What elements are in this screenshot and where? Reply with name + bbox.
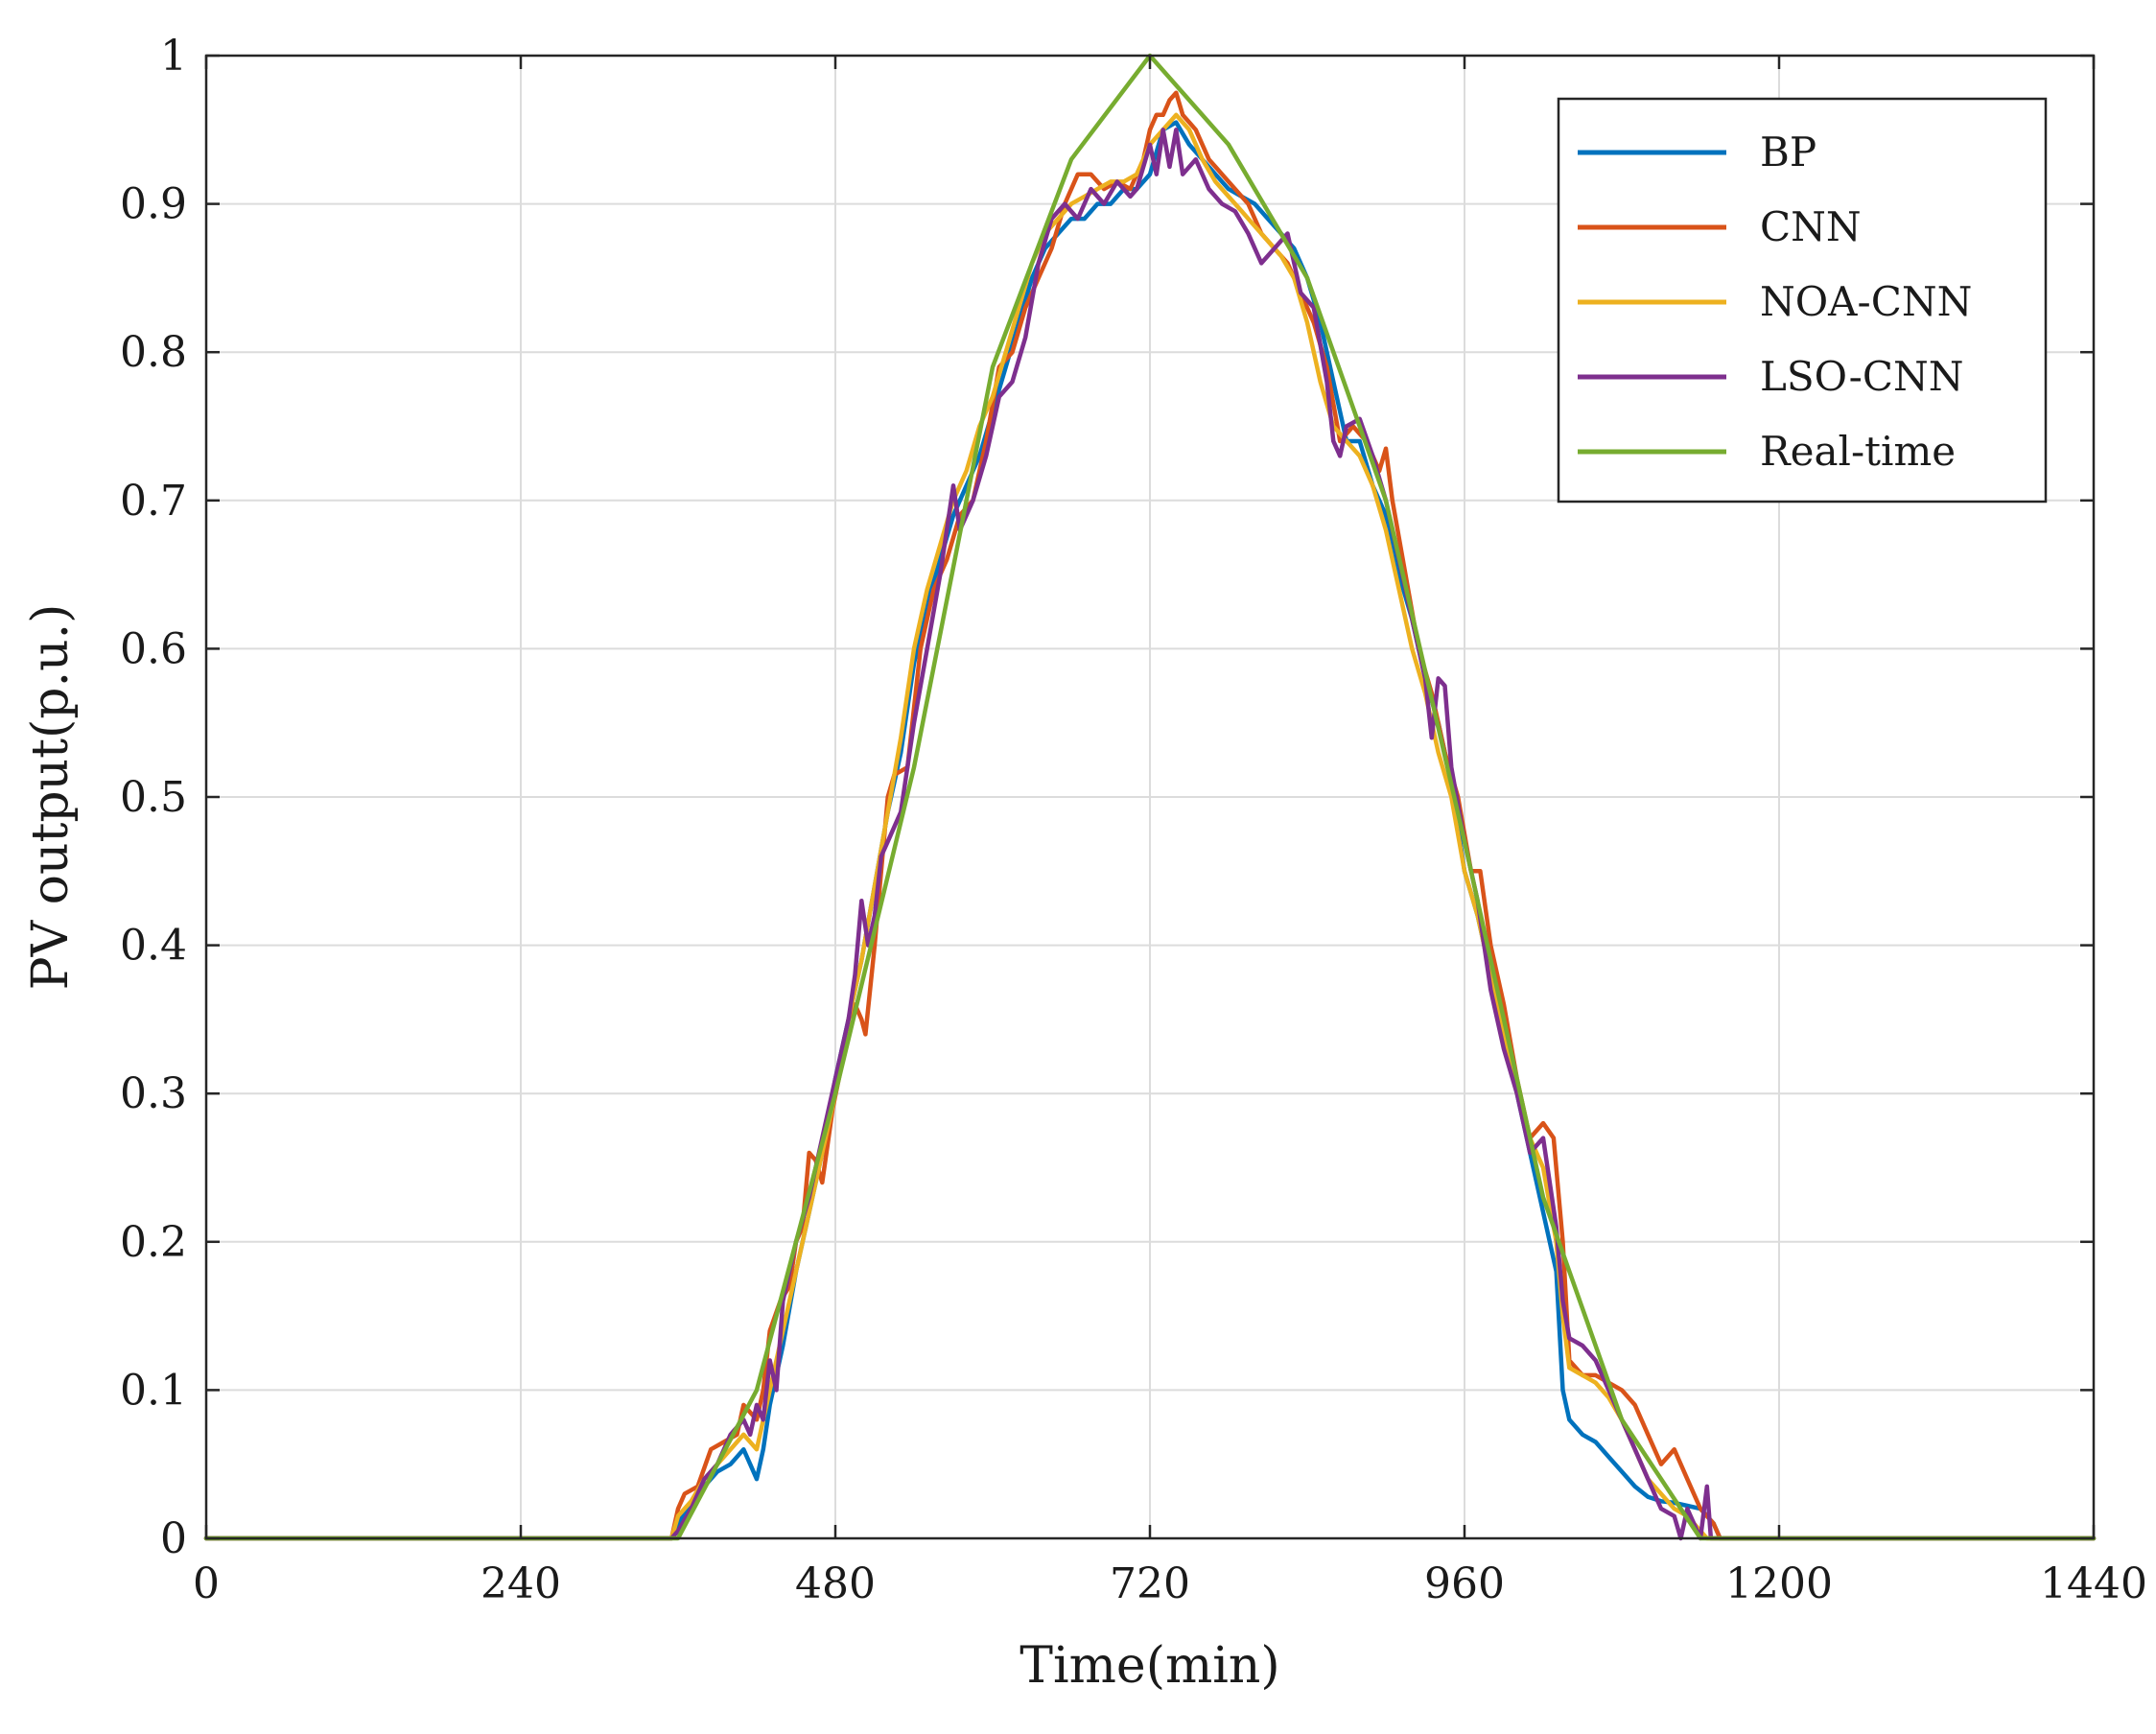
series-line-real-time <box>203 53 2097 1541</box>
legend-label-lso-cnn: LSO-CNN <box>1760 353 1963 400</box>
y-tick-label: 0.6 <box>120 624 187 673</box>
y-tick-label: 0.1 <box>120 1366 187 1415</box>
legend-label-noa-cnn: NOA-CNN <box>1760 278 1972 325</box>
y-axis-title: PV output(p.u.) <box>22 604 80 991</box>
y-tick-label: 1 <box>160 32 187 81</box>
y-tick-labels: 0 0.1 0.2 0.3 0.4 0.5 0.6 0.7 0.8 0.9 1 <box>120 32 187 1563</box>
x-tick-label: 240 <box>480 1559 561 1608</box>
y-tick-label: 0.4 <box>120 922 187 971</box>
x-tick-label: 480 <box>795 1559 876 1608</box>
legend-label-bp: BP <box>1760 129 1816 176</box>
x-axis-title: Time(min) <box>1019 1637 1279 1695</box>
legend-label-real-time: Real-time <box>1760 428 1956 475</box>
series-line-cnn <box>203 90 2097 1541</box>
x-tick-label: 960 <box>1424 1559 1505 1608</box>
legend-items: BP CNN NOA-CNN LSO-CNN Real-time <box>1578 129 1972 475</box>
series-line-lso-cnn <box>203 128 2097 1541</box>
legend-label-cnn: CNN <box>1760 203 1862 250</box>
y-tick-label: 0.5 <box>120 773 187 822</box>
x-tick-label: 0 <box>193 1559 220 1608</box>
y-tick-label: 0 <box>160 1514 187 1563</box>
legend: BP CNN NOA-CNN LSO-CNN Real-time <box>1557 97 2048 504</box>
y-tick-label: 0.3 <box>120 1069 187 1118</box>
x-tick-labels: 0 240 480 720 960 1200 1440 <box>193 1559 2147 1608</box>
y-tick-label: 0.7 <box>120 477 187 526</box>
series-layer <box>203 53 2097 1541</box>
ticks <box>204 54 2096 1540</box>
x-tick-label: 1440 <box>2040 1559 2147 1608</box>
y-tick-label: 0.8 <box>120 328 187 377</box>
x-tick-label: 720 <box>1110 1559 1190 1608</box>
x-tick-label: 1200 <box>1725 1559 1833 1608</box>
y-tick-label: 0.2 <box>120 1218 187 1267</box>
y-tick-label: 0.9 <box>120 180 187 229</box>
